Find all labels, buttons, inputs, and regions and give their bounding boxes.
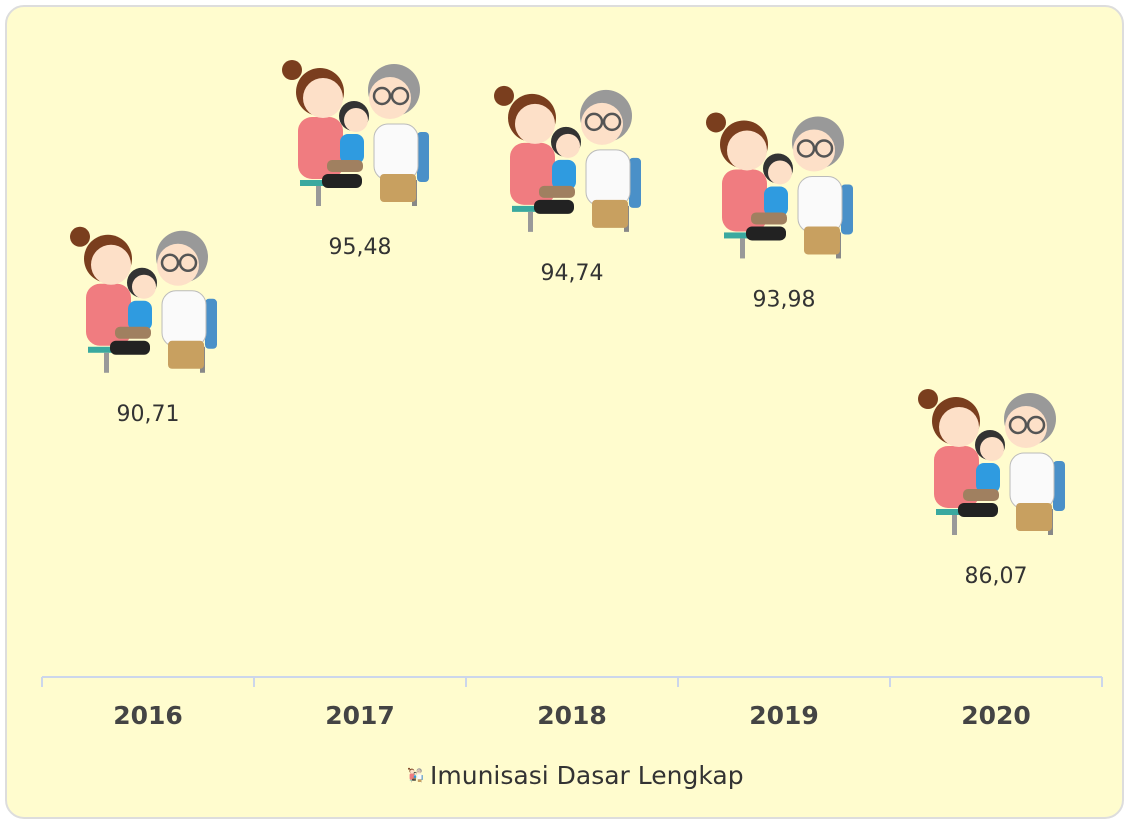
data-label: 93,98 bbox=[753, 287, 816, 312]
x-tick-label: 2020 bbox=[961, 701, 1031, 730]
data-label: 90,71 bbox=[117, 402, 180, 427]
data-label: 94,74 bbox=[541, 261, 604, 286]
x-tick-label: 2019 bbox=[749, 701, 819, 730]
data-label: 86,07 bbox=[965, 564, 1028, 589]
x-tick-label: 2018 bbox=[537, 701, 607, 730]
data-label: 95,48 bbox=[329, 235, 392, 260]
legend-label[interactable]: Imunisasi Dasar Lengkap bbox=[430, 761, 744, 790]
marker-icon bbox=[282, 60, 429, 206]
marker-icon bbox=[494, 85, 641, 232]
legend-icon bbox=[408, 767, 423, 783]
marker-icon bbox=[918, 389, 1065, 535]
x-tick-label: 2016 bbox=[113, 701, 183, 730]
marker-icon bbox=[706, 112, 853, 259]
marker-icon bbox=[70, 226, 217, 373]
x-tick-label: 2017 bbox=[325, 701, 395, 730]
